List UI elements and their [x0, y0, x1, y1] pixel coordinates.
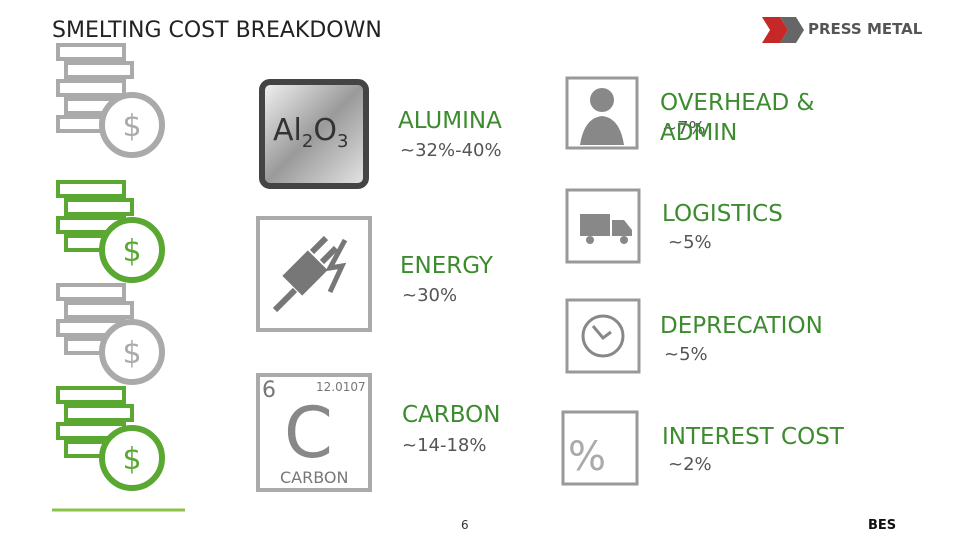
carbon-name: CARBON	[280, 468, 349, 487]
coin-symbol: $	[122, 336, 141, 371]
carbon-number: 6	[262, 378, 276, 403]
footer-brand: BES	[868, 518, 897, 533]
coin	[99, 319, 165, 385]
coin-bar	[56, 180, 126, 198]
symbol-part: O	[313, 113, 337, 148]
item-label: CARBON	[402, 402, 501, 428]
percent-icon: %	[568, 434, 606, 480]
item-label: OVERHEAD & ADMIN	[660, 90, 815, 146]
coin-bar	[64, 404, 134, 422]
coin	[99, 425, 165, 491]
item-label: DEPRECATION	[660, 313, 823, 339]
logo-mark	[762, 17, 804, 43]
person-icon	[580, 88, 624, 145]
item-share: ~5%	[668, 232, 712, 253]
coin-stacks: $ $ $ $	[56, 43, 165, 491]
coin-bar	[56, 43, 126, 61]
coin-symbol: $	[122, 109, 141, 144]
item-label: ALUMINA	[398, 108, 502, 134]
page-number: 6	[461, 518, 469, 532]
plug-icon	[272, 235, 348, 313]
coin-bar	[56, 79, 126, 97]
coin	[99, 92, 165, 158]
item-share: ~32%-40%	[400, 140, 502, 161]
coin-symbol: $	[122, 234, 141, 269]
symbol-part: 2	[301, 131, 314, 152]
coin-bar	[64, 61, 134, 79]
item-label: INTEREST COST	[662, 424, 844, 450]
coin-bar	[56, 386, 126, 404]
coin	[99, 217, 165, 283]
symbol-part: 3	[336, 131, 349, 152]
item-share: ~2%	[668, 454, 712, 475]
item-label: LOGISTICS	[662, 201, 783, 227]
item-share: ~7%	[662, 118, 706, 139]
item-share: ~5%	[664, 344, 708, 365]
item-share: ~30%	[402, 285, 458, 306]
dial-icon	[581, 314, 625, 358]
interest-icon	[561, 410, 639, 486]
item-label: ENERGY	[400, 253, 493, 279]
alumina-symbol: Al2O3	[273, 113, 348, 152]
logo-text: PRESS METAL	[808, 20, 923, 38]
symbol-part: Al	[273, 113, 302, 148]
carbon-symbol: C	[284, 392, 333, 474]
coin-bar	[64, 301, 134, 319]
coin-bar	[56, 283, 126, 301]
title: SMELTING COST BREAKDOWN	[52, 18, 382, 43]
item-share: ~14-18%	[402, 435, 487, 456]
alumina-tile	[259, 79, 369, 189]
coin-bar	[64, 198, 134, 216]
truck-icon	[580, 214, 632, 244]
carbon-tile	[256, 373, 372, 492]
depreciation-icon	[565, 298, 641, 374]
coin-symbol: $	[122, 442, 141, 477]
carbon-mass: 12.0107	[316, 380, 366, 394]
